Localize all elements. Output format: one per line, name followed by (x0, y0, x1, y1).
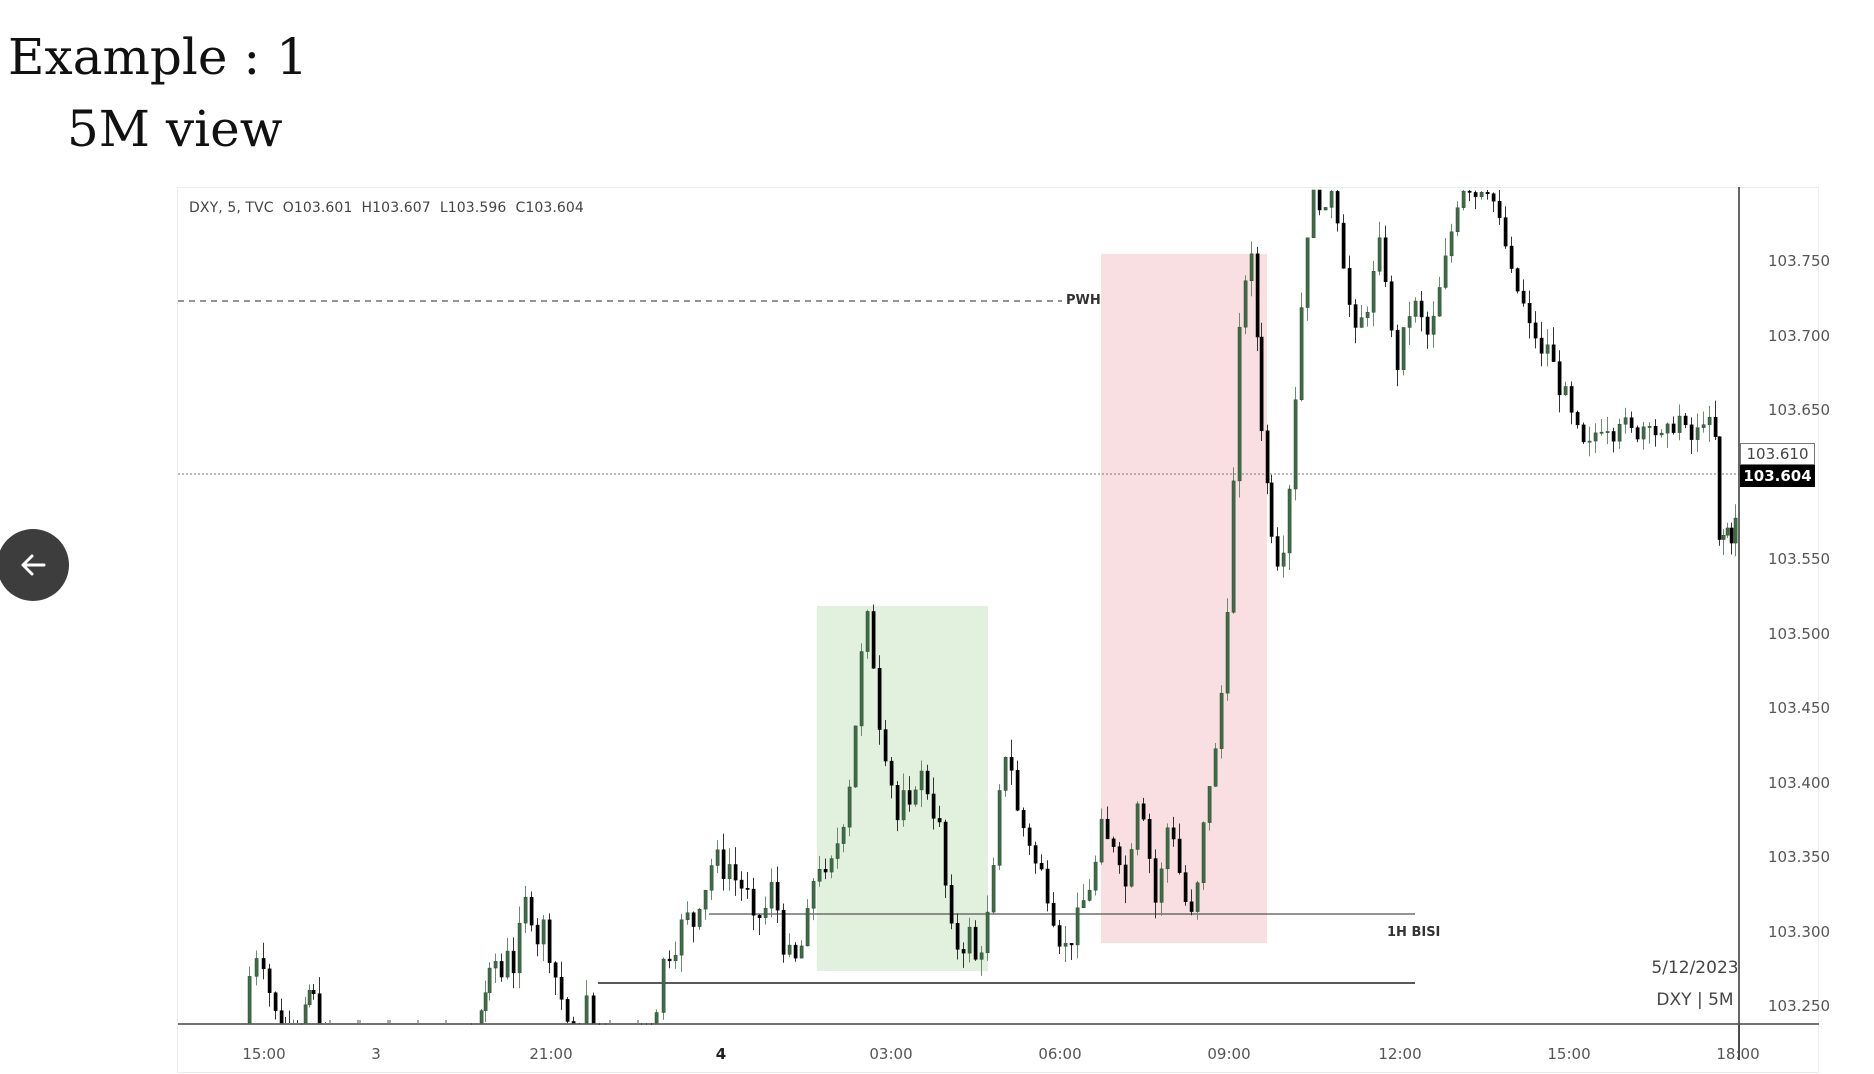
price-tick-label: 103.300 (1768, 922, 1831, 941)
red-zone (1101, 254, 1267, 943)
price-tick-label: 103.550 (1768, 550, 1831, 568)
page-title: Example : 1 (8, 28, 308, 86)
date-label: 5/12/2023 (1651, 958, 1739, 978)
price-tick-label: 103.400 (1768, 773, 1831, 792)
time-tick-label: 15:00 (242, 1045, 286, 1063)
time-tick-label: 15:00 (1547, 1045, 1591, 1063)
symbol-timeframe-label: DXY | 5M (1656, 990, 1734, 1010)
time-tick-label: 06:00 (1038, 1045, 1082, 1063)
time-tick-label: 3 (371, 1045, 381, 1063)
back-button[interactable] (0, 529, 69, 601)
arrow-left-icon (21, 554, 46, 576)
candles-group (247, 189, 1738, 1048)
time-tick-label: 4 (715, 1045, 727, 1063)
axis-mask-bottom (178, 1025, 1738, 1065)
price-tick-label: 103.650 (1768, 401, 1831, 419)
ohlc-header: DXY, 5, TVC O103.601 H103.607 L103.596 C… (189, 200, 584, 216)
time-tick-label: 09:00 (1207, 1045, 1251, 1063)
price-tick-label: 103.500 (1768, 624, 1831, 643)
page-subtitle: 5M view (67, 100, 283, 158)
bisi-label: 1H BISI (1387, 925, 1441, 940)
price-marker-outline: 103.610 (1740, 443, 1815, 465)
price-marker-current: 103.604 (1740, 465, 1815, 487)
time-tick-label: 12:00 (1378, 1045, 1422, 1063)
price-tick-label: 103.350 (1768, 848, 1831, 866)
pwh-label: PWH (1066, 293, 1101, 308)
time-tick-label: 18:00 (1716, 1045, 1760, 1063)
price-tick-label: 103.250 (1768, 997, 1831, 1015)
chart-frame[interactable] (177, 187, 1819, 1073)
time-tick-label: 03:00 (869, 1045, 913, 1063)
green-zone (817, 606, 988, 971)
price-tick-label: 103.750 (1768, 252, 1831, 270)
price-tick-label: 103.700 (1768, 326, 1831, 345)
price-tick-label: 103.450 (1768, 699, 1831, 717)
time-tick-label: 21:00 (529, 1045, 573, 1063)
